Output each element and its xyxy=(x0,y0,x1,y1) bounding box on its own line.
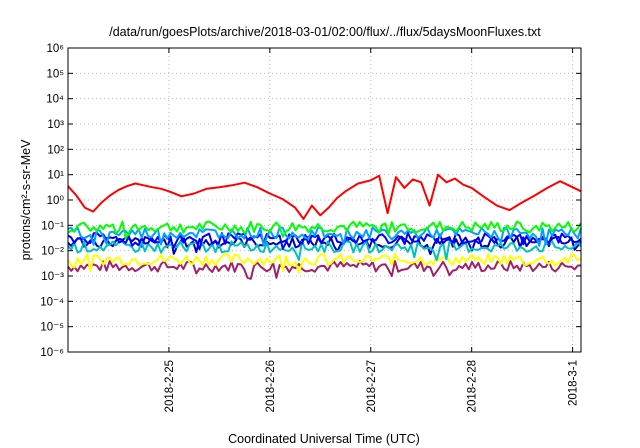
y-tick-label: 10² xyxy=(47,144,64,156)
y-tick-label: 10⁵ xyxy=(46,68,64,80)
y-tick-label: 10⁻⁵ xyxy=(40,322,64,334)
y-tick-label: 10⁰ xyxy=(47,195,65,207)
y-tick-label: 10⁻⁴ xyxy=(40,296,64,308)
series-line xyxy=(67,173,582,220)
x-tick-label: 2018-2-27 xyxy=(366,360,378,412)
y-tick-label: 10¹ xyxy=(47,170,64,182)
x-axis-label: Coordinated Universal Time (UTC) xyxy=(228,432,420,446)
series-line xyxy=(67,240,582,262)
x-tick-label: 2018-2-28 xyxy=(467,360,479,412)
series-line xyxy=(67,260,582,280)
y-tick-label: 10⁻³ xyxy=(41,271,64,283)
series-group xyxy=(67,173,582,280)
y-tick-label: 10⁶ xyxy=(46,43,64,55)
grid xyxy=(68,48,581,352)
chart-title: /data/run/goesPlots/archive/2018-03-01/0… xyxy=(109,25,541,39)
y-tick-label: 10⁻⁶ xyxy=(40,347,64,359)
series-line xyxy=(67,220,582,240)
x-tick-label: 2018-2-26 xyxy=(265,360,277,412)
y-tick-label: 10⁻² xyxy=(41,246,64,258)
series-line xyxy=(67,226,582,247)
x-axis: 2018-2-25 2018-2-26 2018-2-27 2018-2-28 2018… xyxy=(164,48,580,412)
y-tick-label: 10⁻¹ xyxy=(41,220,64,232)
y-tick-label: 10⁴ xyxy=(46,94,64,106)
series-line xyxy=(67,252,582,274)
x-tick-label: 2018-2-25 xyxy=(164,360,176,412)
y-axis: 10⁻⁶ 10⁻⁵ 10⁻⁴ 10⁻³ 10⁻² 10⁻¹ 10⁰ 10¹ 10² 10³ 10⁴ 1… xyxy=(40,43,581,359)
x-tick-label: 2018-3-1 xyxy=(568,360,580,406)
y-axis-label: protons/cm²-s-sr-MeV xyxy=(19,139,33,261)
y-tick-label: 10³ xyxy=(47,119,64,131)
